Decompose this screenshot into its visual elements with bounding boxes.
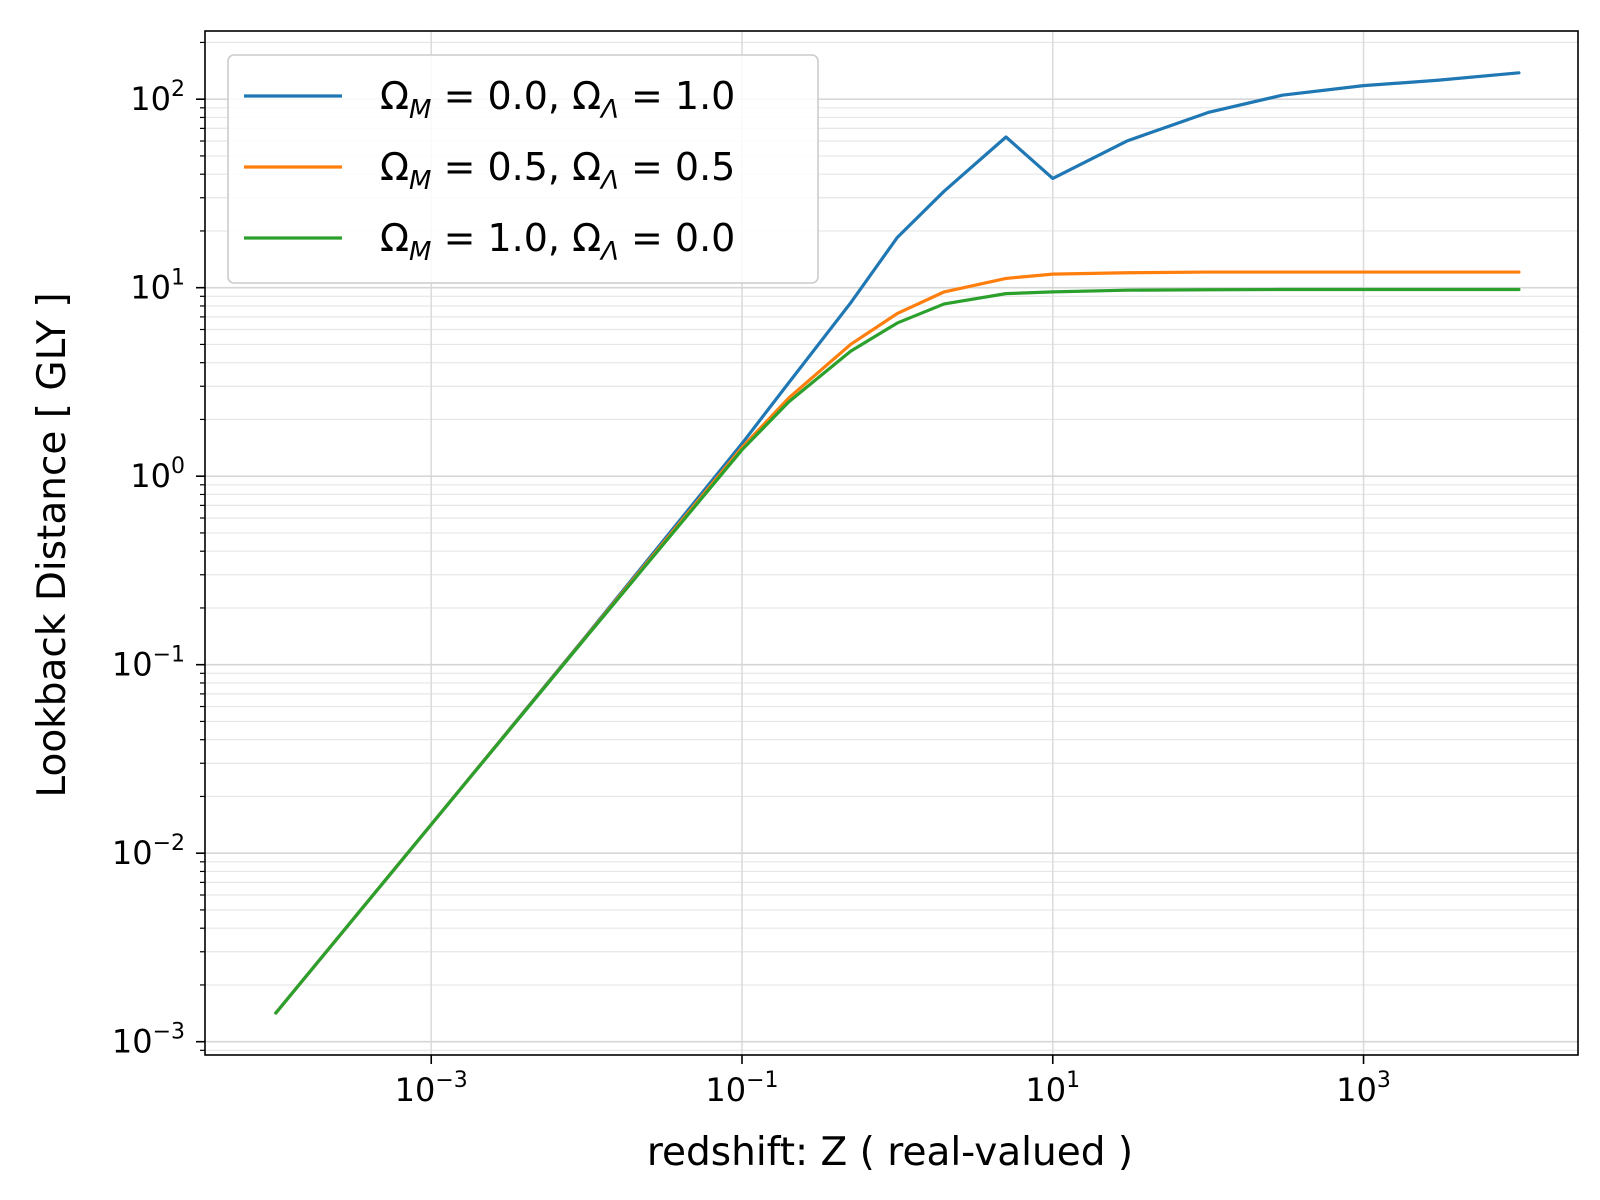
plot-area-frame bbox=[204, 30, 1579, 1056]
minor-grid bbox=[205, 41, 1578, 1051]
x-tick-label: 103 bbox=[1336, 1068, 1391, 1109]
x-tick-label: 101 bbox=[1025, 1068, 1080, 1109]
tick-marks bbox=[196, 41, 1365, 1064]
series-layer bbox=[274, 71, 1521, 1015]
y-tick-label: 10−2 bbox=[112, 831, 185, 872]
x-axis-label: redshift: Z ( real-valued ) bbox=[647, 1130, 1133, 1175]
series-line-3 bbox=[274, 287, 1521, 1015]
legend: ΩM = 0.0, ΩΛ = 1.0 ΩM = 0.5, ΩΛ = 0.5 ΩM =… bbox=[227, 54, 819, 284]
y-tick-label: 10−3 bbox=[112, 1020, 185, 1061]
x-tick-label: 10−3 bbox=[395, 1068, 468, 1109]
y-tick-label: 10−1 bbox=[112, 643, 185, 684]
legend-label-3: ΩM = 1.0, ΩΛ = 0.0 bbox=[380, 216, 735, 267]
y-tick-labels: 10−3 10−2 10−1 100 101 102 bbox=[112, 77, 185, 1061]
y-tick-label: 102 bbox=[130, 77, 185, 118]
y-tick-label: 100 bbox=[130, 454, 185, 495]
legend-items: ΩM = 0.0, ΩΛ = 1.0 ΩM = 0.5, ΩΛ = 0.5 ΩM =… bbox=[244, 74, 735, 267]
legend-label-1: ΩM = 0.0, ΩΛ = 1.0 bbox=[380, 74, 735, 125]
legend-label-2: ΩM = 0.5, ΩΛ = 0.5 bbox=[380, 145, 735, 196]
legend-box bbox=[227, 54, 819, 284]
x-tick-labels: 10−3 10−1 101 103 bbox=[395, 1068, 1391, 1109]
y-tick-label: 101 bbox=[130, 266, 185, 307]
y-axis-label: Lookback Distance [ GLY ] bbox=[30, 292, 75, 797]
x-tick-label: 10−1 bbox=[705, 1068, 778, 1109]
